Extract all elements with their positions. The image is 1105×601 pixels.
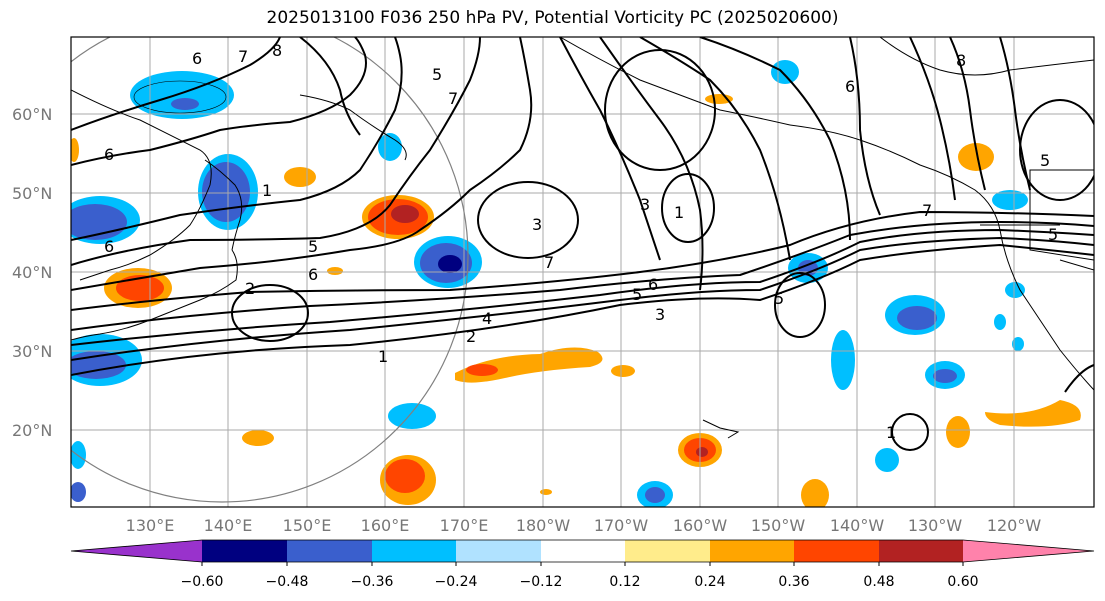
contour-label: 2 — [466, 327, 476, 346]
contour-label: 7 — [922, 201, 932, 220]
colorbar-extend-low — [71, 540, 202, 562]
contour-label: 6 — [845, 77, 855, 96]
positive-anomaly-38n-128e — [104, 268, 172, 308]
contour-label: 1 — [378, 347, 388, 366]
lon-label: 150°W — [751, 516, 806, 535]
positive-anomaly-15n-163e — [380, 455, 436, 505]
lon-label: 160°E — [361, 516, 410, 535]
lon-label: 160°W — [673, 516, 728, 535]
contour-label: 8 — [272, 41, 282, 60]
contour-label: 5 — [432, 65, 442, 84]
colorbar — [70, 539, 1095, 566]
contour-label: 7 — [448, 89, 458, 108]
colorbar-tick-label: −0.24 — [435, 574, 478, 590]
colorbar-tick-label: −0.60 — [181, 574, 224, 590]
map-panel: 6 7 8 5 7 6 1 5 6 3 1 3 7 5 6 4 3 2 1 2 — [70, 36, 1095, 508]
lon-label: 140°W — [830, 516, 885, 535]
colorbar-tick-label: −0.36 — [351, 574, 394, 590]
contour-label: 8 — [956, 51, 966, 70]
longitude-labels: 130°E 140°E 150°E 160°E 170°E 180°W 170°… — [126, 516, 1042, 535]
contour-label: 1 — [674, 203, 684, 222]
colorbar-swatch — [710, 540, 794, 562]
contour-label: 6 — [308, 265, 318, 284]
lon-label: 170°E — [440, 516, 489, 535]
lat-label-50n: 50°N — [12, 184, 52, 203]
positive-anomaly-28n-165e — [455, 347, 635, 383]
colorbar-extend-high — [963, 540, 1094, 562]
negative-anomaly-47n-125e — [71, 196, 140, 244]
negative-anomaly-40n-170e — [414, 236, 482, 288]
chart-title: 2025013100 F036 250 hPa PV, Potential Vo… — [266, 8, 839, 28]
contour-label: 3 — [655, 305, 665, 324]
contour-label: 3 — [640, 195, 650, 214]
contour-label: 5 — [774, 289, 784, 308]
contour-label: 3 — [532, 215, 542, 234]
lon-label: 140°E — [204, 516, 253, 535]
contour-label: 6 — [104, 145, 114, 164]
radius-circle — [71, 37, 469, 503]
colorbar-swatch — [794, 540, 879, 562]
lat-label-40n: 40°N — [12, 263, 52, 282]
positive-anomaly-small — [71, 94, 1081, 507]
contour-label: 6 — [648, 275, 658, 294]
lon-label: 130°E — [126, 516, 175, 535]
colorbar-swatch — [202, 540, 287, 562]
map-frame — [70, 36, 1095, 508]
lon-label: 180°W — [516, 516, 571, 535]
colorbar-swatch — [456, 540, 541, 562]
colorbar-tick-label: 0.24 — [694, 574, 725, 590]
contour-label: 5 — [1048, 225, 1058, 244]
lat-label-60n: 60°N — [12, 105, 52, 124]
lon-label: 120°W — [987, 516, 1042, 535]
contour-label: 1 — [262, 181, 272, 200]
lon-label: 150°E — [283, 516, 332, 535]
colorbar-swatch — [541, 540, 625, 562]
contour-label: 1 — [886, 423, 896, 442]
colorbar-tick-label: 0.12 — [609, 574, 640, 590]
colorbar-tick-labels: −0.60 −0.48 −0.36 −0.24 −0.12 0.12 0.24 … — [181, 574, 979, 590]
negative-anomaly-60n-135e — [130, 71, 234, 119]
pv-contours — [71, 37, 1094, 451]
contour-label: 6 — [192, 49, 202, 68]
contour-label: 5 — [632, 285, 642, 304]
positive-anomaly-47n-162e — [362, 195, 434, 239]
colorbar-tick-label: −0.48 — [266, 574, 309, 590]
contour-label: 5 — [1040, 151, 1050, 170]
lat-label-30n: 30°N — [12, 342, 52, 361]
colorbar-swatch — [879, 540, 963, 562]
colorbar-swatch — [625, 540, 710, 562]
latitude-labels: 60°N 50°N 40°N 30°N 20°N — [12, 105, 52, 440]
colorbar-tick-label: 0.36 — [778, 574, 809, 590]
contour-labels: 6 7 8 5 7 6 1 5 6 3 1 3 7 5 6 4 3 2 1 2 — [104, 41, 1058, 442]
lon-label: 130°W — [908, 516, 963, 535]
lon-label: 170°W — [594, 516, 649, 535]
coastlines — [71, 37, 1094, 439]
contour-label: 7 — [238, 47, 248, 66]
colorbar-tick-label: 0.60 — [947, 574, 978, 590]
contour-label: 6 — [104, 237, 114, 256]
contour-label: 4 — [482, 309, 492, 328]
colorbar-tick-label: −0.12 — [520, 574, 563, 590]
contour-label: 7 — [544, 253, 554, 272]
contour-label: 2 — [245, 279, 255, 298]
colorbar-swatch — [372, 540, 456, 562]
colorbar-tick-label: 0.48 — [863, 574, 894, 590]
contour-label: 5 — [308, 237, 318, 256]
lat-label-20n: 20°N — [12, 421, 52, 440]
colorbar-swatch — [287, 540, 372, 562]
